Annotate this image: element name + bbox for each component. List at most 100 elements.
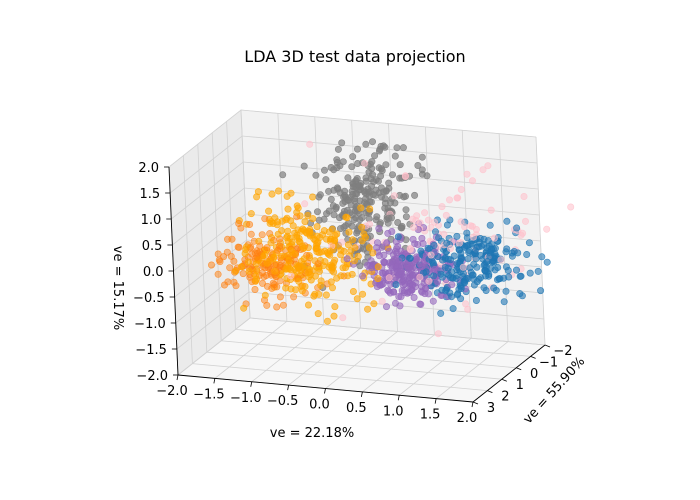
- scatter-point: [418, 153, 426, 161]
- scatter-point: [333, 184, 341, 192]
- scatter-point: [317, 248, 325, 256]
- scatter-point: [377, 165, 385, 173]
- scatter-point: [328, 284, 336, 292]
- scatter-point: [366, 160, 374, 168]
- scatter-point: [374, 275, 382, 283]
- scatter-point: [438, 286, 446, 294]
- scatter-point: [333, 156, 341, 164]
- scatter-point: [271, 267, 279, 275]
- scatter-point: [504, 266, 512, 274]
- scatter-point: [320, 166, 328, 174]
- scatter-point: [358, 272, 366, 280]
- scatter-point: [309, 193, 317, 201]
- scatter-point: [314, 310, 322, 318]
- scatter-point: [421, 209, 429, 217]
- scatter-point: [427, 223, 435, 231]
- x-axis-label: ve = 22.18%: [270, 426, 354, 441]
- x-tick-label: 0.5: [346, 401, 367, 416]
- scatter-point: [353, 145, 361, 153]
- scatter-point: [253, 193, 261, 201]
- scatter-point: [336, 162, 344, 170]
- scatter-point: [273, 303, 281, 311]
- scatter-point: [227, 252, 235, 260]
- x-tick-label: −1.0: [230, 391, 262, 406]
- scatter-point: [216, 258, 224, 266]
- scatter-point: [267, 239, 275, 247]
- scatter-point: [325, 207, 333, 215]
- x-tick-mark: [324, 388, 326, 394]
- scatter-point: [237, 224, 245, 232]
- scatter-point: [234, 243, 242, 251]
- scatter-point: [366, 198, 374, 206]
- scatter-point: [344, 241, 352, 249]
- scatter-point: [311, 236, 319, 244]
- scatter-point: [354, 252, 362, 260]
- scatter-point: [414, 162, 422, 170]
- scatter-point: [343, 214, 351, 222]
- scatter-point: [220, 253, 228, 261]
- x-tick-mark: [471, 401, 474, 408]
- scatter-point: [237, 263, 245, 271]
- scatter-point: [268, 190, 276, 198]
- z-tick-label: 1.5: [139, 187, 160, 202]
- scatter-point: [230, 278, 238, 286]
- scatter-point: [297, 266, 305, 274]
- scatter-point: [279, 171, 287, 179]
- scatter-point: [283, 265, 291, 273]
- scatter-point: [488, 258, 496, 266]
- scatter-point: [221, 281, 229, 289]
- scatter-point: [401, 172, 409, 180]
- scatter-point: [325, 187, 333, 195]
- scatter-point: [411, 191, 419, 199]
- scatter-point: [396, 174, 404, 182]
- scatter-point: [382, 303, 390, 311]
- scatter-point: [298, 242, 306, 250]
- z-gridline: [169, 135, 538, 194]
- scatter-point: [311, 290, 319, 298]
- scatter-point: [300, 260, 308, 268]
- scatter-point: [380, 188, 388, 196]
- scatter-point: [360, 230, 368, 238]
- scatter-point: [385, 287, 393, 295]
- scatter-point: [443, 221, 451, 229]
- scatter-point: [320, 215, 328, 223]
- scatter-point: [340, 193, 348, 201]
- scatter-point: [484, 237, 492, 245]
- scatter-point: [274, 246, 282, 254]
- scatter-point: [371, 191, 379, 199]
- scatter-point: [322, 291, 330, 299]
- scatter-point: [512, 266, 520, 274]
- scatter-point: [397, 267, 405, 275]
- y-tick-label: 3: [487, 401, 495, 416]
- scatter-point: [370, 300, 378, 308]
- y-tick-mark: [544, 344, 551, 348]
- scatter-point: [477, 274, 485, 282]
- scatter-point: [418, 263, 426, 271]
- z-tick-label: −0.5: [133, 291, 165, 306]
- scatter-point: [252, 272, 260, 280]
- scatter-point: [384, 229, 392, 237]
- scatter-point: [309, 215, 317, 223]
- scatter-point: [344, 174, 352, 182]
- scatter-point: [516, 272, 524, 280]
- scatter-point: [351, 244, 359, 252]
- scatter-point: [300, 226, 308, 234]
- scatter-point: [411, 283, 419, 291]
- scatter-point: [358, 223, 366, 231]
- scatter-point: [258, 269, 266, 277]
- scatter-point: [467, 268, 475, 276]
- scatter-point: [313, 223, 321, 231]
- scatter-point: [284, 238, 292, 246]
- scatter-point: [463, 242, 471, 250]
- scatter-point: [516, 290, 524, 298]
- scatter-point: [378, 297, 386, 305]
- scatter-point: [337, 251, 345, 259]
- scatter-point: [445, 271, 453, 279]
- scatter-point: [401, 280, 409, 288]
- scatter-point: [344, 219, 352, 227]
- y-tick-mark: [516, 367, 522, 371]
- scatter-point: [301, 218, 309, 226]
- scatter-point: [349, 153, 357, 161]
- scatter-point: [284, 205, 292, 213]
